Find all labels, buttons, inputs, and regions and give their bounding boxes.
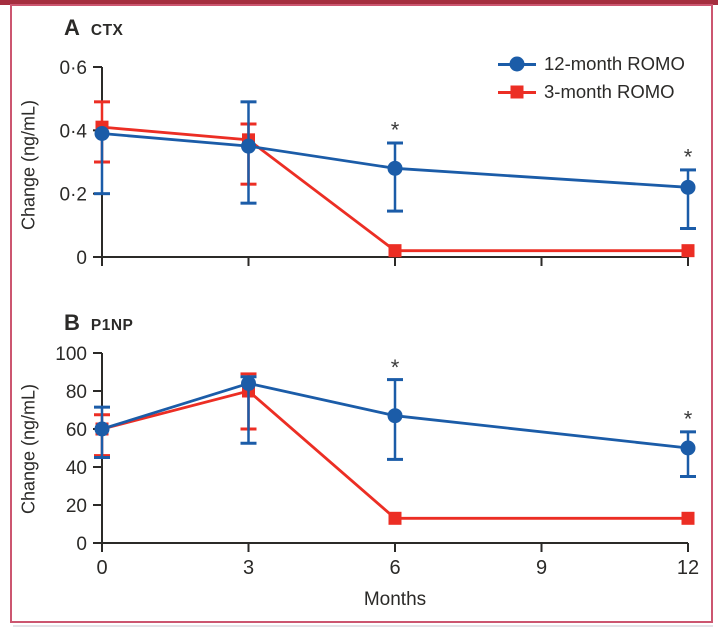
x-tick-label: 12 — [677, 557, 699, 579]
legend-row: 3-month ROMO — [498, 78, 685, 106]
y-tick-label: 80 — [66, 382, 87, 403]
data-point-marker — [388, 511, 402, 525]
y-tick-label: 40 — [66, 458, 87, 479]
legend-label: 12-month ROMO — [544, 53, 685, 74]
figure-border-shadow — [13, 625, 713, 627]
series — [94, 100, 696, 230]
y-tick-label: 60 — [66, 420, 87, 441]
series-line — [101, 381, 689, 450]
y-tick-label: 0 — [76, 248, 87, 269]
series-line — [101, 389, 688, 520]
series-line — [101, 132, 689, 189]
y-tick-label: 0·4 — [60, 121, 88, 142]
data-point-marker — [387, 160, 403, 176]
y-tick-label: 0·2 — [60, 185, 87, 206]
legend-row: 12-month ROMO — [498, 50, 685, 78]
data-point-marker — [241, 375, 256, 391]
data-point-marker — [241, 138, 256, 154]
legend-label: 3-month ROMO — [544, 81, 675, 102]
panel-a-name: CTX — [90, 22, 124, 39]
panel-a-y-axis-label: Change (ng/mL) — [18, 99, 39, 231]
data-point-marker — [681, 511, 695, 525]
data-point-marker — [388, 244, 402, 258]
legend-swatch — [498, 55, 536, 73]
y-tick-label: 20 — [66, 496, 87, 517]
legend: 12-month ROMO 3-month ROMO — [498, 50, 685, 106]
x-tick-label: 6 — [389, 557, 400, 579]
series — [94, 375, 696, 478]
data-point-marker — [387, 408, 403, 424]
x-axis-label: Months — [364, 589, 426, 610]
x-tick-label: 0 — [96, 557, 107, 579]
circle-marker-icon — [509, 56, 525, 72]
panel-a-title: A CTX — [64, 15, 123, 41]
panel-B: 0 20 40 60 80 100 0 3 6 9 12 Months * * — [55, 344, 699, 610]
data-point-marker — [680, 179, 696, 195]
significance-asterisk: * — [684, 407, 693, 432]
x-tick-label: 9 — [536, 557, 547, 579]
data-point-marker — [94, 421, 110, 437]
square-marker-icon — [510, 85, 524, 99]
significance-asterisk: * — [391, 117, 400, 142]
y-tick-label: 0·6 — [60, 58, 87, 79]
legend-swatch — [498, 83, 536, 101]
panel-a-letter: A — [64, 15, 80, 40]
significance-asterisk: * — [391, 355, 400, 380]
panel-b-letter: B — [64, 310, 80, 335]
y-tick-label: 0 — [76, 534, 87, 555]
data-point-marker — [680, 440, 696, 456]
panel-A: 0 0·2 0·4 0·6 * * — [60, 58, 696, 269]
top-accent-bar — [0, 0, 718, 5]
panel-b-y-axis-label: Change (ng/mL) — [18, 383, 39, 515]
x-tick-label: 3 — [243, 557, 254, 579]
series-line — [101, 125, 688, 253]
y-tick-label: 100 — [55, 344, 87, 365]
panel-b-title: B P1NP — [64, 310, 133, 336]
figure-border — [10, 4, 713, 623]
significance-asterisk: * — [684, 144, 693, 169]
data-point-marker — [681, 244, 695, 258]
data-point-marker — [94, 126, 110, 141]
panel-b-name: P1NP — [90, 317, 134, 334]
